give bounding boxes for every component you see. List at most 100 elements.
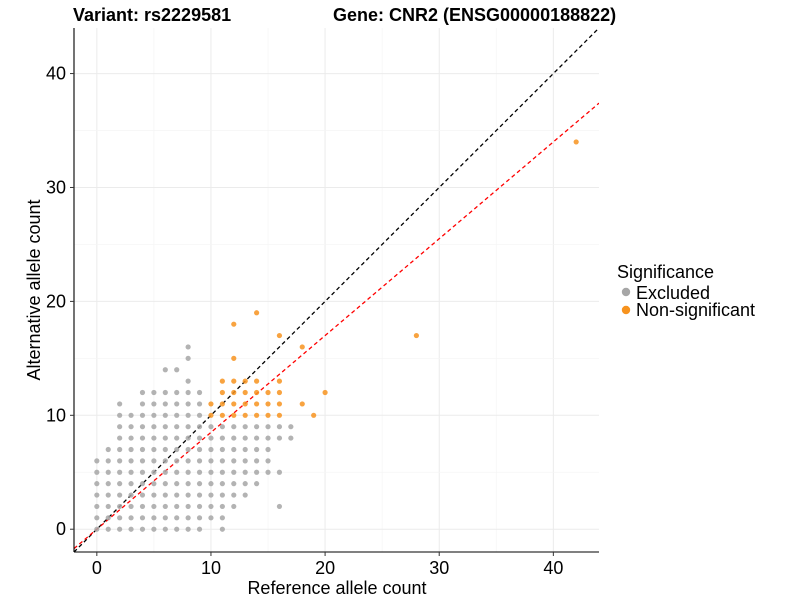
point-excluded (185, 458, 191, 464)
point-excluded (174, 526, 180, 532)
x-axis-title: Reference allele count (247, 578, 426, 598)
point-excluded (254, 458, 260, 464)
point-excluded (117, 458, 123, 464)
point-excluded (231, 492, 237, 498)
point-excluded (94, 503, 100, 510)
point-excluded (196, 401, 203, 407)
point-excluded (94, 458, 100, 464)
point-excluded (105, 469, 111, 475)
point-excluded (128, 435, 134, 441)
point-excluded (139, 469, 146, 475)
point-excluded (254, 469, 260, 475)
point-excluded (94, 515, 100, 521)
point-non-significant (299, 401, 305, 407)
legend-key-excluded (621, 287, 631, 297)
point-non-significant (573, 139, 579, 145)
point-non-significant (254, 389, 260, 396)
point-excluded (162, 492, 168, 498)
point-excluded (162, 389, 168, 396)
point-excluded (151, 435, 157, 441)
point-excluded (162, 515, 168, 521)
point-excluded (219, 526, 225, 532)
point-excluded (151, 503, 157, 510)
point-non-significant (208, 412, 214, 418)
point-excluded (185, 435, 191, 441)
point-excluded (117, 492, 123, 498)
point-excluded (174, 424, 180, 430)
point-excluded (196, 503, 203, 510)
point-excluded (128, 526, 134, 532)
point-non-significant (231, 378, 237, 384)
point-excluded (162, 458, 168, 464)
x-tick-label: 40 (543, 558, 563, 578)
point-excluded (219, 424, 225, 430)
point-non-significant (219, 389, 225, 396)
point-excluded (151, 526, 157, 532)
point-excluded (117, 515, 123, 521)
legend-key-non-significant (621, 305, 631, 315)
point-non-significant (242, 401, 248, 407)
reference-line-identity (74, 28, 599, 552)
point-excluded (254, 446, 260, 453)
point-excluded (139, 515, 146, 521)
point-excluded (139, 401, 146, 407)
point-excluded (219, 446, 225, 453)
point-excluded (174, 412, 180, 418)
point-excluded (242, 424, 248, 430)
point-excluded (219, 515, 225, 521)
point-excluded (208, 458, 214, 464)
chart-title-variant: Variant: rs2229581 (73, 5, 231, 25)
point-excluded (185, 503, 191, 510)
point-non-significant (242, 412, 248, 418)
point-excluded (185, 469, 191, 475)
y-tick-label: 40 (46, 64, 66, 84)
point-excluded (128, 424, 134, 430)
point-excluded (162, 435, 168, 441)
point-excluded (219, 435, 225, 441)
point-non-significant (265, 401, 271, 407)
point-excluded (196, 526, 203, 532)
point-excluded (185, 344, 191, 350)
point-excluded (208, 469, 214, 475)
y-axis-ticks: 0 10 20 30 40 (46, 64, 74, 539)
point-excluded (151, 424, 157, 430)
point-excluded (174, 515, 180, 521)
point-excluded (174, 435, 180, 441)
point-non-significant (242, 389, 248, 396)
point-excluded (151, 481, 157, 487)
point-non-significant (276, 378, 283, 384)
legend-label-non-significant: Non-significant (636, 300, 755, 320)
point-excluded (254, 481, 260, 487)
point-excluded (196, 435, 203, 441)
point-excluded (174, 503, 180, 510)
y-tick-label: 30 (46, 177, 66, 197)
point-excluded (185, 492, 191, 498)
point-excluded (196, 424, 203, 430)
point-excluded (162, 446, 168, 453)
point-excluded (265, 435, 271, 441)
point-non-significant (299, 344, 305, 350)
x-axis-ticks: 0 10 20 30 40 (92, 552, 563, 578)
point-non-significant (242, 378, 248, 384)
point-excluded (196, 481, 203, 487)
point-excluded (208, 446, 214, 453)
grid (74, 28, 599, 552)
point-excluded (242, 435, 248, 441)
point-excluded (196, 389, 203, 396)
point-non-significant (231, 412, 237, 418)
point-excluded (105, 515, 111, 521)
point-excluded (185, 424, 191, 430)
point-excluded (105, 503, 111, 510)
y-tick-label: 0 (56, 519, 66, 539)
point-excluded (242, 458, 248, 464)
point-excluded (276, 469, 283, 475)
point-excluded (174, 389, 180, 396)
point-non-significant (413, 332, 419, 339)
point-excluded (139, 412, 146, 418)
point-excluded (196, 515, 203, 521)
point-excluded (231, 469, 237, 475)
point-non-significant (276, 389, 283, 396)
point-excluded (196, 446, 203, 453)
point-excluded (231, 424, 237, 430)
point-non-significant (265, 412, 271, 418)
